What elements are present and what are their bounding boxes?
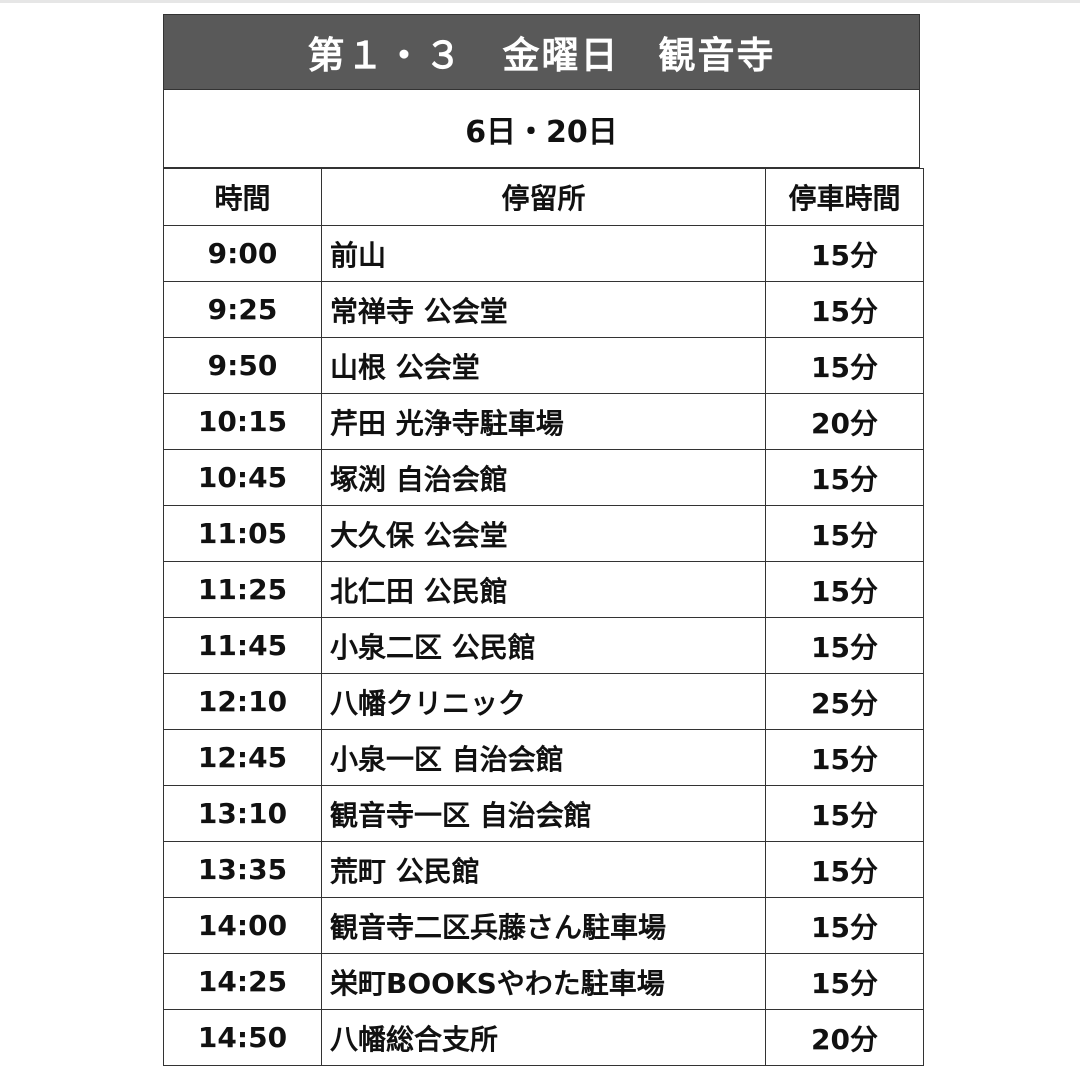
table-row: 9:50 山根 公会堂 15分	[163, 337, 924, 394]
stop-cell: 芹田 光浄寺駐車場	[321, 393, 766, 450]
duration-cell: 25分	[765, 673, 924, 730]
time-cell: 9:00	[163, 225, 322, 282]
duration-cell: 15分	[765, 841, 924, 898]
time-cell: 14:25	[163, 953, 322, 1010]
stop-cell: 常禅寺 公会堂	[321, 281, 766, 338]
table-row: 11:25 北仁田 公民館 15分	[163, 561, 924, 618]
table-header-row: 時間 停留所 停車時間	[163, 168, 924, 226]
stop-cell: 塚渕 自治会館	[321, 449, 766, 506]
schedule-title: 第１・３ 金曜日 観音寺	[163, 14, 920, 90]
time-cell: 12:45	[163, 729, 322, 786]
table-row: 10:15 芹田 光浄寺駐車場 20分	[163, 393, 924, 450]
table-row: 10:45 塚渕 自治会館 15分	[163, 449, 924, 506]
stop-cell: 北仁田 公民館	[321, 561, 766, 618]
stop-cell: 大久保 公会堂	[321, 505, 766, 562]
table-row: 9:00 前山 15分	[163, 225, 924, 282]
table-row: 12:10 八幡クリニック 25分	[163, 673, 924, 730]
header-stop: 停留所	[321, 168, 766, 226]
top-divider	[0, 0, 1080, 3]
duration-cell: 15分	[765, 897, 924, 954]
stop-cell: 観音寺二区兵藤さん駐車場	[321, 897, 766, 954]
time-cell: 11:25	[163, 561, 322, 618]
time-cell: 12:10	[163, 673, 322, 730]
duration-cell: 15分	[765, 785, 924, 842]
stop-cell: 八幡総合支所	[321, 1009, 766, 1066]
table-row: 12:45 小泉一区 自治会館 15分	[163, 729, 924, 786]
time-cell: 11:05	[163, 505, 322, 562]
table-row: 14:25 栄町BOOKSやわた駐車場 15分	[163, 953, 924, 1010]
duration-cell: 20分	[765, 393, 924, 450]
time-cell: 10:15	[163, 393, 322, 450]
time-cell: 9:50	[163, 337, 322, 394]
table-row: 13:10 観音寺一区 自治会館 15分	[163, 785, 924, 842]
duration-cell: 15分	[765, 561, 924, 618]
duration-cell: 15分	[765, 449, 924, 506]
duration-cell: 15分	[765, 225, 924, 282]
header-duration: 停車時間	[765, 168, 924, 226]
duration-cell: 15分	[765, 505, 924, 562]
stop-cell: 山根 公会堂	[321, 337, 766, 394]
stop-cell: 小泉二区 公民館	[321, 617, 766, 674]
table-row: 14:00 観音寺二区兵藤さん駐車場 15分	[163, 897, 924, 954]
table-row: 14:50 八幡総合支所 20分	[163, 1009, 924, 1066]
time-cell: 10:45	[163, 449, 322, 506]
stop-cell: 八幡クリニック	[321, 673, 766, 730]
duration-cell: 15分	[765, 337, 924, 394]
time-cell: 9:25	[163, 281, 322, 338]
duration-cell: 15分	[765, 729, 924, 786]
time-cell: 11:45	[163, 617, 322, 674]
header-time: 時間	[163, 168, 322, 226]
table-row: 9:25 常禅寺 公会堂 15分	[163, 281, 924, 338]
stop-cell: 栄町BOOKSやわた駐車場	[321, 953, 766, 1010]
time-cell: 13:10	[163, 785, 322, 842]
schedule-sheet: 第１・３ 金曜日 観音寺 6日・20日 時間 停留所 停車時間 9:00 前山 15…	[163, 14, 924, 1066]
schedule-dates: 6日・20日	[163, 90, 920, 168]
time-cell: 14:50	[163, 1009, 322, 1066]
schedule-table: 時間 停留所 停車時間 9:00 前山 15分 9:25 常禅寺 公会堂 15分 9:50 山…	[163, 168, 924, 1066]
stop-cell: 前山	[321, 225, 766, 282]
duration-cell: 15分	[765, 953, 924, 1010]
table-row: 11:45 小泉二区 公民館 15分	[163, 617, 924, 674]
duration-cell: 20分	[765, 1009, 924, 1066]
time-cell: 13:35	[163, 841, 322, 898]
duration-cell: 15分	[765, 617, 924, 674]
time-cell: 14:00	[163, 897, 322, 954]
table-row: 11:05 大久保 公会堂 15分	[163, 505, 924, 562]
stop-cell: 観音寺一区 自治会館	[321, 785, 766, 842]
duration-cell: 15分	[765, 281, 924, 338]
table-row: 13:35 荒町 公民館 15分	[163, 841, 924, 898]
stop-cell: 小泉一区 自治会館	[321, 729, 766, 786]
stop-cell: 荒町 公民館	[321, 841, 766, 898]
